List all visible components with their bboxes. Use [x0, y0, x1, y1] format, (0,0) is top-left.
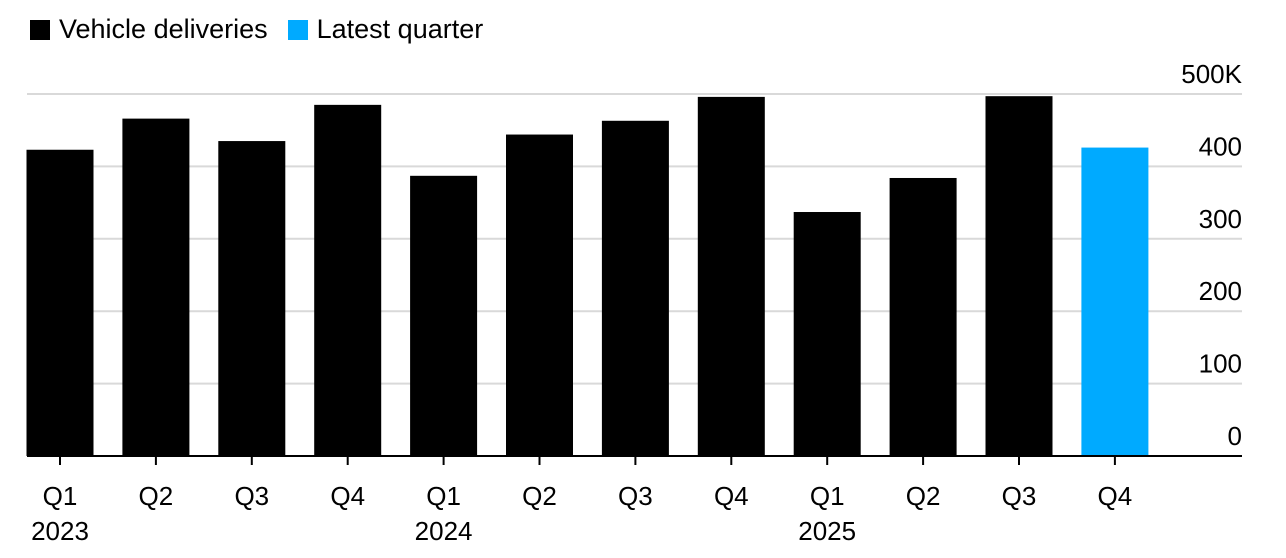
x-tick-label-5: Q2 — [522, 481, 557, 511]
legend-label-vehicle-deliveries: Vehicle deliveries — [59, 14, 268, 44]
bar-10 — [985, 96, 1053, 456]
y-tick-label-500: 500K — [1181, 59, 1242, 89]
y-tick-label-400: 400 — [1199, 131, 1242, 161]
legend-label-latest-quarter: Latest quarter — [316, 14, 484, 44]
bar-11 — [1081, 147, 1149, 457]
x-tick-label-11: Q4 — [1098, 481, 1133, 511]
x-tick-label-2: Q3 — [234, 481, 269, 511]
legend-item-vehicle-deliveries: Vehicle deliveries — [30, 14, 268, 45]
x-tick-label-6: Q3 — [618, 481, 653, 511]
bar-7 — [697, 96, 765, 457]
x-tick-labels: Q1 Q2 Q3 Q4 Q1 Q2 Q3 Q4 Q1 Q2 Q3 Q4 2023 2024 2025 — [31, 481, 1132, 546]
y-tick-label-200: 200 — [1199, 276, 1242, 306]
legend-item-latest-quarter: Latest quarter — [287, 14, 484, 45]
x-tick-label-9: Q2 — [906, 481, 941, 511]
x-tick-label-4: Q1 — [426, 481, 461, 511]
y-tick-labels: 0 100 200 300 400 500K — [1181, 59, 1242, 451]
legend-swatch-vehicle-deliveries — [30, 19, 50, 40]
bar-1 — [122, 118, 190, 456]
bars — [26, 96, 1149, 457]
bar-2 — [218, 141, 286, 456]
x-tick-label-1: Q2 — [139, 481, 174, 511]
bar-4 — [410, 175, 478, 456]
bar-8 — [793, 212, 861, 456]
x-tick-label-7: Q4 — [714, 481, 749, 511]
year-label-2025: 2025 — [798, 516, 856, 546]
year-label-2023: 2023 — [31, 516, 89, 546]
y-tick-label-300: 300 — [1199, 204, 1242, 234]
y-tick-label-0: 0 — [1228, 421, 1242, 451]
x-tick-label-3: Q4 — [330, 481, 365, 511]
x-tick-label-0: Q1 — [43, 481, 78, 511]
x-tick-label-10: Q3 — [1002, 481, 1037, 511]
x-tick-label-8: Q1 — [810, 481, 845, 511]
legend-swatch-latest-quarter — [287, 19, 308, 40]
bar-3 — [314, 104, 382, 457]
bar-9 — [889, 177, 957, 456]
bar-6 — [601, 120, 669, 457]
year-label-2024: 2024 — [415, 516, 473, 546]
bar-0 — [26, 149, 94, 457]
legend: Vehicle deliveries Latest quarter — [30, 14, 503, 45]
y-tick-label-100: 100 — [1199, 349, 1242, 379]
baseline-group — [27, 455, 1242, 465]
bar-5 — [506, 134, 573, 456]
